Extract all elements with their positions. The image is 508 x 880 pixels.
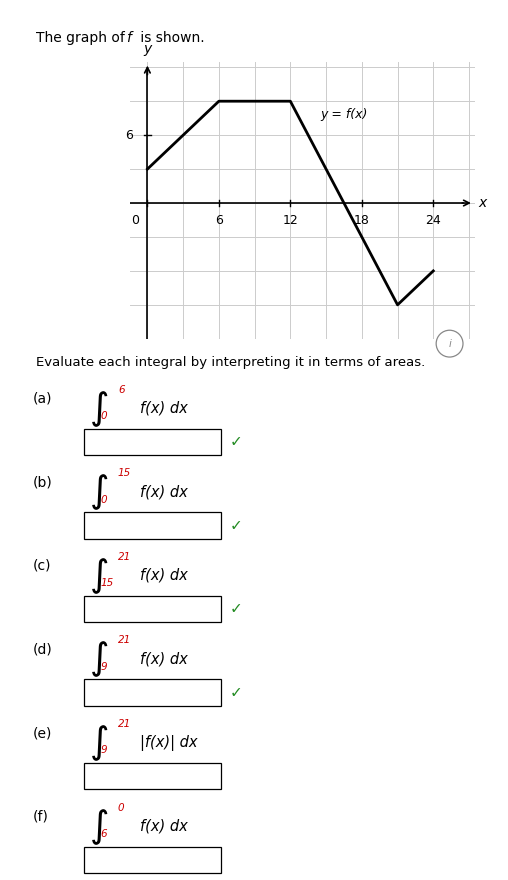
Text: f(x) dx: f(x) dx: [140, 568, 187, 583]
Text: Evaluate each integral by interpreting it in terms of areas.: Evaluate each integral by interpreting i…: [36, 356, 425, 370]
Text: ✓: ✓: [230, 434, 243, 450]
Text: 0: 0: [118, 803, 124, 812]
Text: i: i: [448, 339, 451, 348]
Text: 0: 0: [132, 215, 140, 227]
Text: 6: 6: [215, 215, 223, 227]
Text: 21: 21: [118, 552, 131, 561]
Text: $\int$: $\int$: [89, 807, 108, 847]
Text: 90: 90: [89, 518, 107, 532]
Text: f(x) dx: f(x) dx: [140, 818, 187, 833]
Text: 15: 15: [101, 578, 114, 588]
Text: 15: 15: [118, 468, 131, 478]
Text: (f): (f): [33, 810, 49, 824]
Text: x: x: [479, 196, 487, 210]
Text: f(x) dx: f(x) dx: [140, 484, 187, 499]
Text: 18: 18: [354, 215, 370, 227]
Text: (a): (a): [33, 392, 52, 406]
Text: 12: 12: [282, 215, 298, 227]
Text: (e): (e): [33, 726, 52, 740]
Text: -27: -27: [89, 602, 111, 616]
Text: f: f: [126, 31, 131, 45]
Text: 21: 21: [118, 635, 131, 645]
Text: f(x) dx: f(x) dx: [140, 651, 187, 666]
Text: (b): (b): [33, 475, 53, 489]
Text: 6: 6: [118, 385, 124, 394]
Text: 6: 6: [125, 128, 133, 142]
Text: is shown.: is shown.: [136, 31, 204, 45]
Text: ✓: ✓: [230, 685, 243, 700]
Text: $\int$: $\int$: [89, 640, 108, 679]
Text: $\int$: $\int$: [89, 389, 108, 429]
Text: 0: 0: [101, 495, 107, 504]
Text: (c): (c): [33, 559, 51, 573]
Text: ✓: ✓: [230, 517, 243, 533]
Text: 6: 6: [101, 829, 107, 839]
Text: y = f(x): y = f(x): [320, 108, 367, 121]
Text: ✓: ✓: [230, 601, 243, 617]
Text: 9: 9: [101, 662, 107, 671]
Text: 21: 21: [118, 719, 131, 729]
Text: f(x) dx: f(x) dx: [140, 400, 187, 415]
Text: $\int$: $\int$: [89, 556, 108, 596]
Text: y: y: [143, 42, 151, 56]
Text: $\int$: $\int$: [89, 473, 108, 512]
Text: 0: 0: [89, 686, 98, 700]
Text: 0: 0: [101, 411, 107, 421]
Text: 36: 36: [89, 435, 107, 449]
Text: 24: 24: [425, 215, 441, 227]
Text: The graph of: The graph of: [36, 31, 129, 45]
Text: |f(x)| dx: |f(x)| dx: [140, 735, 197, 751]
Text: 9: 9: [101, 745, 107, 755]
Text: (d): (d): [33, 642, 53, 656]
Text: $\int$: $\int$: [89, 723, 108, 763]
